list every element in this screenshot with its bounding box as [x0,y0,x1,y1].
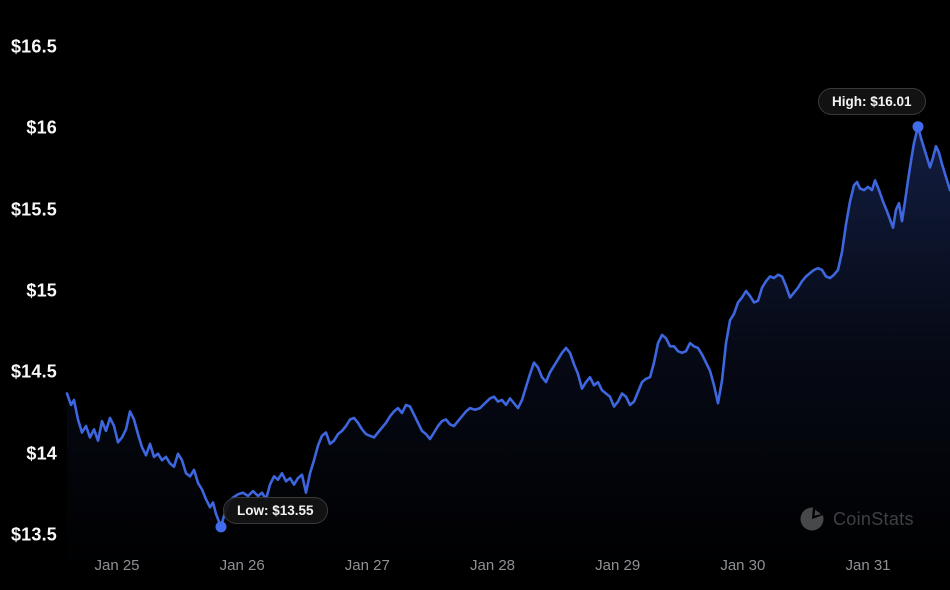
x-axis-label: Jan 26 [219,557,265,574]
price-area-fill [67,126,950,590]
x-axis-label: Jan 28 [469,557,516,574]
y-axis-label: $15.5 [10,199,57,220]
x-axis-label: Jan 27 [344,557,390,574]
low-marker-dot [215,521,227,533]
x-axis-label: Jan 25 [94,557,140,574]
coinstats-logo-icon [800,507,824,531]
y-axis-label: $14 [26,443,57,464]
x-axis-label: Jan 30 [720,557,766,574]
y-axis-label: $16.5 [10,36,57,57]
high-marker-dot [912,121,924,133]
coinstats-brand-label: CoinStats [833,508,914,529]
price-line [65,125,950,529]
y-axis-label: $15 [26,280,57,301]
x-axis-label: Jan 29 [595,557,641,574]
low-tooltip: Low: $13.55 [223,497,328,524]
y-axis-label: $16 [26,117,57,138]
x-axis-label: Jan 31 [845,557,891,574]
y-axis-label: $14.5 [10,361,57,382]
y-axis-label: $13.5 [10,524,57,545]
high-tooltip: High: $16.01 [818,88,926,115]
coinstats-watermark: CoinStats [798,505,914,533]
